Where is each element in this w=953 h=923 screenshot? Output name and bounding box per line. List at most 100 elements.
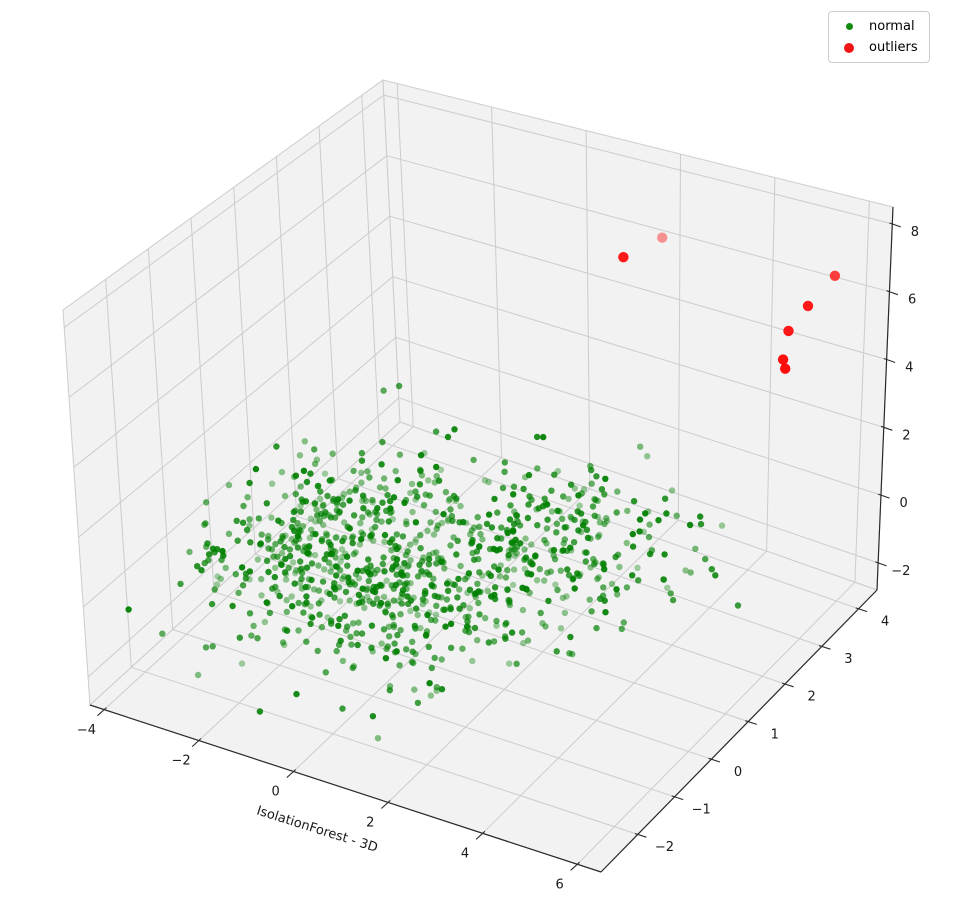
normal-point — [405, 562, 412, 569]
normal-point — [298, 575, 305, 583]
grid-line-x-floor — [387, 519, 679, 803]
normal-point — [630, 498, 638, 505]
normal-point — [358, 479, 365, 486]
normal-point — [476, 523, 483, 530]
normal-point — [408, 480, 416, 488]
normal-point — [564, 566, 571, 573]
normal-point — [661, 495, 669, 502]
normal-point — [433, 684, 440, 691]
normal-point — [491, 584, 499, 591]
normal-point — [364, 509, 372, 516]
normal-point — [503, 619, 510, 627]
normal-point — [414, 493, 421, 500]
normal-point — [525, 471, 533, 479]
normal-point — [548, 508, 556, 515]
normal-point — [509, 581, 517, 589]
normal-point — [567, 481, 575, 488]
normal-point — [326, 590, 333, 598]
normal-point — [322, 530, 330, 537]
outlier-point — [618, 252, 629, 263]
normal-point — [447, 542, 454, 549]
normal-point — [433, 560, 440, 567]
normal-point — [442, 488, 450, 496]
normal-point — [306, 534, 313, 542]
normal-point — [409, 638, 416, 645]
normal-point — [321, 470, 329, 477]
normal-point — [337, 637, 344, 644]
normal-point — [327, 545, 335, 552]
normal-point — [469, 549, 476, 557]
normal-point — [349, 579, 356, 586]
normal-point — [300, 609, 307, 616]
normal-point — [422, 587, 429, 595]
normal-point — [623, 539, 630, 547]
normal-point — [438, 656, 445, 663]
normal-point — [537, 609, 544, 617]
normal-point — [282, 555, 289, 563]
normal-point — [697, 513, 704, 520]
normal-point — [497, 562, 504, 569]
normal-point — [373, 516, 380, 523]
normal-point — [339, 657, 347, 665]
legend-label-outliers: outliers — [869, 40, 918, 55]
normal-point — [583, 549, 590, 556]
normal-point — [522, 554, 530, 561]
x-tick-label: 4 — [461, 847, 469, 862]
normal-point — [348, 534, 356, 542]
normal-point — [246, 479, 253, 487]
normal-point — [433, 687, 440, 694]
normal-point — [358, 595, 366, 602]
normal-point — [553, 529, 560, 536]
z-tick — [889, 222, 901, 228]
normal-point — [512, 536, 519, 544]
normal-point — [277, 561, 285, 568]
normal-point — [389, 516, 396, 523]
normal-point — [240, 502, 247, 510]
normal-point — [550, 546, 558, 554]
normal-point — [368, 644, 375, 651]
normal-point — [412, 536, 420, 543]
normal-point — [299, 523, 307, 530]
normal-point — [378, 461, 385, 468]
normal-point — [295, 524, 302, 532]
normal-point — [644, 453, 651, 460]
normal-point — [513, 550, 520, 557]
normal-point — [286, 546, 294, 553]
outlier-point — [829, 270, 841, 281]
normal-point — [511, 508, 518, 515]
normal-point — [353, 630, 360, 637]
normal-point — [441, 606, 448, 613]
normal-point — [416, 481, 424, 488]
normal-point — [159, 630, 166, 637]
normal-point — [624, 507, 631, 515]
normal-point — [417, 452, 425, 459]
y-tick — [634, 832, 647, 838]
normal-point — [414, 611, 421, 619]
normal-point — [403, 572, 411, 579]
normal-point — [324, 531, 331, 539]
normal-point — [336, 615, 343, 623]
normal-point — [477, 530, 484, 538]
normal-point — [272, 583, 279, 591]
normal-point — [125, 606, 132, 613]
normal-point — [505, 552, 512, 559]
normal-point — [490, 545, 497, 553]
normal-point — [386, 633, 393, 640]
normal-point — [384, 600, 391, 607]
normal-point — [317, 488, 324, 495]
normal-point — [263, 500, 270, 507]
normal-point — [350, 550, 358, 558]
normal-point — [570, 539, 578, 546]
normal-point — [542, 623, 549, 630]
normal-point — [409, 508, 416, 516]
normal-point — [579, 522, 587, 529]
normal-point — [491, 595, 499, 603]
normal-point — [307, 620, 314, 628]
normal-point — [567, 633, 574, 641]
normal-point — [414, 699, 422, 707]
normal-point — [618, 625, 625, 633]
y-tick-label: 2 — [807, 690, 815, 705]
y-tick-label: −2 — [655, 840, 674, 855]
normal-point — [553, 520, 561, 527]
grid-line-y-floor — [213, 591, 712, 760]
